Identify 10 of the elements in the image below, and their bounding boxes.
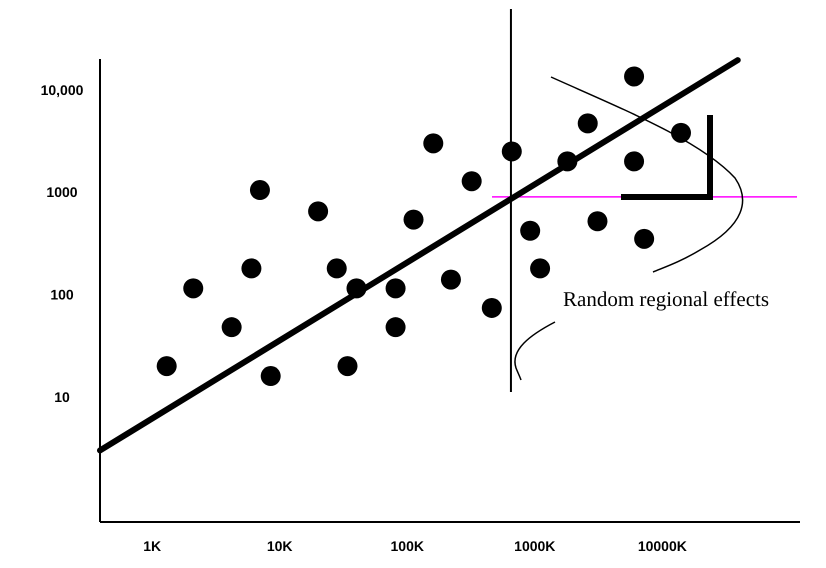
x-tick-label: 100K [390, 538, 424, 554]
y-tick-label: 1000 [46, 184, 78, 200]
y-tick-label: 10,000 [40, 82, 84, 98]
y-tick-label: 100 [50, 286, 74, 303]
annotation: Random regional effects [563, 287, 770, 311]
x-tick-label: 1000K [514, 538, 556, 554]
x-tick-label: 10000K [638, 538, 687, 554]
x-tick-label: 1K [143, 538, 162, 554]
x-tick-label: 10K [266, 538, 293, 554]
y-tick-label: 10 [54, 388, 70, 405]
